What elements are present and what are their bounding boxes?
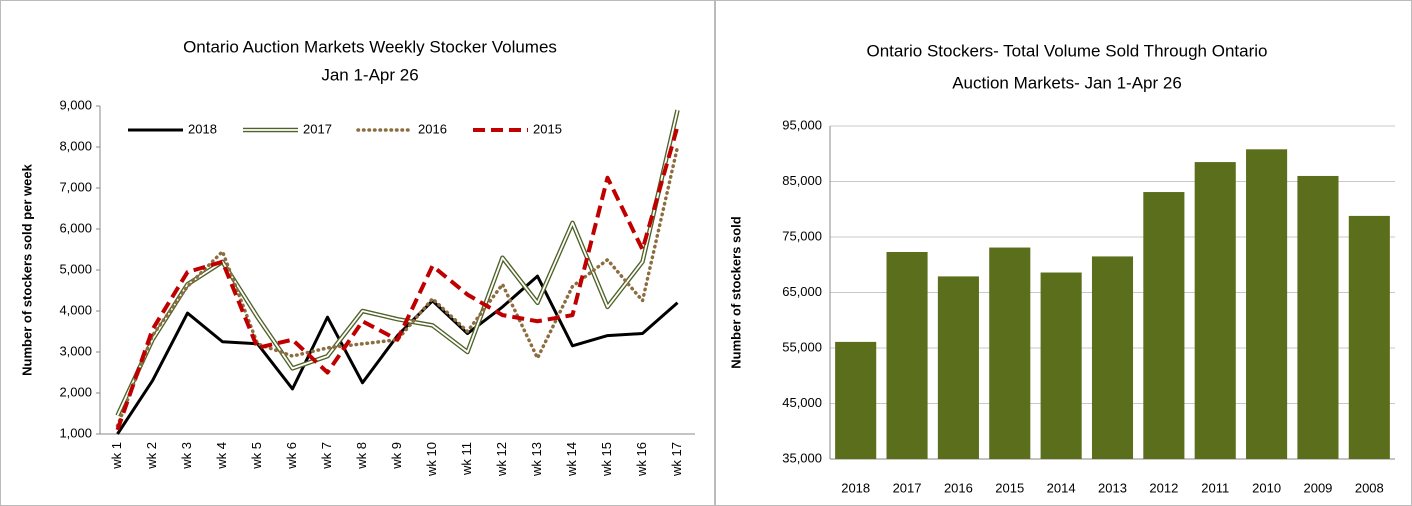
y-tick-label: 35,000 bbox=[782, 450, 822, 465]
bar-chart: Ontario Stockers- Total Volume Sold Thro… bbox=[715, 0, 1412, 506]
x-tick-label: 2008 bbox=[1355, 480, 1384, 495]
x-tick-label: 2011 bbox=[1201, 480, 1229, 495]
x-tick-label: wk 8 bbox=[354, 442, 369, 470]
x-tick-label: 2015 bbox=[995, 480, 1024, 495]
bar bbox=[989, 247, 1031, 459]
series-line bbox=[116, 274, 679, 435]
x-tick-label: wk 15 bbox=[599, 442, 614, 477]
y-tick-label: 5,000 bbox=[59, 261, 92, 276]
y-tick-label: 9,000 bbox=[59, 97, 92, 112]
x-tick-label: wk 9 bbox=[389, 442, 404, 470]
y-tick-label: 65,000 bbox=[782, 284, 822, 299]
y-tick-label: 7,000 bbox=[59, 179, 92, 194]
x-tick-label: 2014 bbox=[1047, 480, 1076, 495]
series-line bbox=[116, 109, 679, 416]
x-tick-label: wk 16 bbox=[634, 442, 649, 477]
x-tick-label: wk 10 bbox=[424, 442, 439, 477]
legend-label: 2016 bbox=[418, 121, 447, 136]
x-tick-label: wk 1 bbox=[109, 442, 124, 470]
y-axis-title: Number of stockers sold per week bbox=[19, 163, 34, 375]
chart-title: Ontario Auction Markets Weekly Stocker V… bbox=[183, 37, 557, 56]
x-tick-label: 2018 bbox=[841, 480, 870, 495]
x-tick-label: 2009 bbox=[1303, 480, 1332, 495]
y-tick-label: 95,000 bbox=[782, 117, 822, 132]
y-tick-label: 6,000 bbox=[59, 220, 92, 235]
y-tick-label: 8,000 bbox=[59, 138, 92, 153]
legend-label: 2015 bbox=[533, 121, 562, 136]
legend-label: 2017 bbox=[303, 121, 332, 136]
x-tick-label: 2013 bbox=[1098, 480, 1127, 495]
y-tick-label: 75,000 bbox=[782, 228, 822, 243]
y-tick-label: 1,000 bbox=[59, 425, 92, 440]
bar bbox=[1143, 192, 1185, 460]
x-tick-label: wk 3 bbox=[179, 442, 194, 470]
x-tick-label: wk 14 bbox=[564, 442, 579, 477]
x-tick-label: 2016 bbox=[944, 480, 973, 495]
bar bbox=[937, 276, 979, 459]
x-tick-label: wk 7 bbox=[319, 442, 334, 470]
chart-title: Ontario Stockers- Total Volume Sold Thro… bbox=[867, 41, 1268, 60]
y-axis-title: Number of stockers sold bbox=[728, 216, 743, 368]
series-line bbox=[115, 109, 680, 417]
bar bbox=[835, 341, 877, 459]
x-tick-label: 2012 bbox=[1149, 480, 1178, 495]
chart-title: Jan 1-Apr 26 bbox=[321, 65, 418, 84]
y-tick-label: 4,000 bbox=[59, 302, 92, 317]
x-tick-label: wk 13 bbox=[529, 442, 544, 477]
x-tick-label: wk 4 bbox=[214, 442, 229, 470]
bar bbox=[1246, 149, 1288, 459]
series-line bbox=[115, 145, 680, 428]
bar bbox=[1194, 162, 1236, 459]
legend-label: 2018 bbox=[188, 121, 217, 136]
series-line bbox=[115, 125, 680, 431]
bar bbox=[886, 251, 928, 459]
bar bbox=[1091, 256, 1134, 459]
chart-title: Auction Markets- Jan 1-Apr 26 bbox=[952, 73, 1182, 92]
x-tick-label: wk 6 bbox=[284, 442, 299, 470]
y-tick-label: 85,000 bbox=[782, 173, 822, 188]
y-tick-label: 2,000 bbox=[59, 384, 92, 399]
x-tick-label: wk 12 bbox=[494, 442, 509, 477]
y-tick-label: 55,000 bbox=[782, 339, 822, 354]
x-tick-label: 2017 bbox=[893, 480, 922, 495]
bar bbox=[1348, 215, 1390, 459]
x-tick-label: 2010 bbox=[1252, 480, 1281, 495]
x-tick-label: wk 11 bbox=[459, 442, 474, 476]
bar bbox=[1297, 175, 1339, 459]
x-tick-label: wk 5 bbox=[249, 442, 264, 470]
x-tick-label: wk 17 bbox=[669, 442, 684, 477]
y-tick-label: 3,000 bbox=[59, 343, 92, 358]
bar bbox=[1040, 272, 1082, 459]
y-tick-label: 45,000 bbox=[782, 395, 822, 410]
line-chart: Ontario Auction Markets Weekly Stocker V… bbox=[0, 0, 715, 506]
x-tick-label: wk 2 bbox=[144, 442, 159, 470]
